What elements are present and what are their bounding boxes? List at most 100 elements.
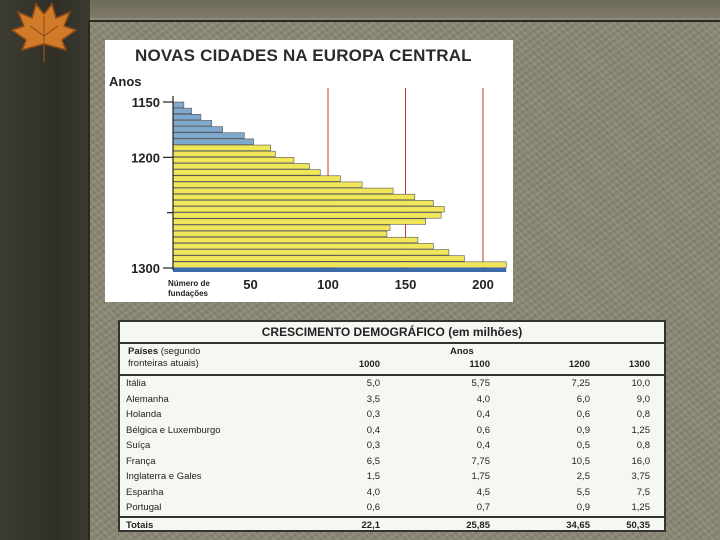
bar (172, 163, 310, 170)
population-value: 10,5 (571, 455, 591, 467)
chart-panel: 1150 1200 1300 Anos 50 100 150 200 Número de fund… (105, 40, 513, 302)
chart-title: NOVAS CIDADES NA EUROPA CENTRAL (135, 46, 472, 65)
y-tick-label: 1300 (131, 261, 160, 276)
bar (172, 120, 213, 127)
population-value: 2,5 (576, 471, 590, 482)
table-row: Holanda 0,3 0,4 0,6 0,8 (120, 407, 664, 423)
x-axis-label-line-2: fundações (168, 289, 209, 298)
population-value: 0,6 (576, 409, 590, 420)
population-value: 7,25 (571, 378, 591, 389)
table-title: CRESCIMENTO DEMOGRÁFICO (em milhões) (120, 322, 664, 344)
bar (172, 255, 465, 262)
y-tick-label: 1200 (131, 150, 160, 165)
bar (172, 101, 185, 108)
y-tick-label: 1150 (132, 95, 160, 110)
totals-row: Totais 22,1 25,85 34,65 50,35 (120, 515, 664, 533)
population-value: 5,75 (471, 378, 491, 389)
population-value: 0,9 (576, 502, 590, 513)
bar (172, 157, 295, 164)
country-name: Portugal (126, 502, 162, 513)
x-axis-label-line-1: Número de (168, 279, 210, 288)
population-value: 0,7 (476, 502, 490, 513)
population-value: 0,4 (476, 440, 490, 451)
bar (172, 126, 223, 133)
bar (172, 175, 341, 182)
table-row: Portugal 0,6 0,7 0,9 1,25 (120, 500, 664, 516)
bar (172, 150, 276, 158)
population-value: 7,75 (471, 455, 491, 467)
population-value: 4,5 (476, 486, 490, 498)
country-name: Espanha (126, 486, 164, 498)
total-value: 22,1 (361, 519, 381, 531)
country-name: Suíça (126, 440, 151, 451)
population-value: 10,0 (631, 378, 651, 389)
year-header: 1300 (628, 359, 650, 370)
population-value: 0,3 (366, 409, 380, 420)
table-row: Suíça 0,3 0,4 0,5 0,8 (120, 438, 664, 454)
country-note-1: (segundo (160, 346, 201, 357)
population-value: 0,3 (366, 440, 380, 451)
bar (172, 218, 426, 225)
population-value: 0,5 (576, 440, 590, 451)
year-header: 1100 (469, 359, 490, 370)
frame-line-top (88, 20, 720, 22)
country-label: Países (128, 346, 159, 357)
bar (172, 243, 434, 250)
population-value: 0,8 (636, 440, 650, 451)
bar (172, 181, 363, 188)
bar (172, 187, 394, 194)
table-row: Inglaterra e Gales 1,5 1,75 2,5 3,75 (120, 469, 664, 485)
country-name: França (126, 455, 156, 467)
bar (172, 169, 321, 176)
total-value: 25,85 (466, 519, 490, 531)
axis-baseline (173, 268, 507, 272)
population-value: 1,25 (631, 502, 651, 513)
population-value: 0,4 (476, 409, 490, 420)
population-value: 3,5 (366, 393, 380, 405)
country-name: Bélgica e Luxemburgo (126, 424, 221, 436)
population-value: 0,6 (366, 502, 380, 513)
totals-label: Totais (126, 519, 154, 531)
frame-line-left (88, 20, 90, 540)
slide-left-bar (0, 0, 90, 540)
bar (172, 236, 419, 244)
bar-chart: 1150 1200 1300 Anos 50 100 150 200 Número defund… (109, 74, 507, 298)
slide-top-border (0, 0, 720, 18)
country-name: Inglaterra e Gales (126, 471, 202, 482)
bar (172, 261, 507, 268)
country-column-header: Países (segundo fronteiras atuais) (128, 346, 258, 370)
year-header: 1000 (358, 359, 380, 370)
bar (172, 249, 450, 256)
table-row: Bélgica e Luxemburgo 0,4 0,6 0,9 1,25 (120, 423, 664, 439)
population-value: 5,0 (366, 378, 380, 389)
table-row: Alemanha 3,5 4,0 6,0 9,0 (120, 392, 664, 408)
population-value: 0,6 (476, 424, 490, 436)
population-value: 0,4 (366, 424, 380, 436)
population-value: 6,0 (576, 393, 590, 405)
population-value: 0,8 (636, 409, 650, 420)
total-value: 50,35 (626, 519, 650, 531)
bar (172, 113, 202, 121)
table-body: Itália 5,0 5,75 7,25 10,0 Alemanha 3,5 4,0 6,0 9,… (120, 376, 664, 516)
total-value: 34,65 (566, 519, 590, 531)
bar (172, 132, 245, 139)
table-row: Espanha 4,0 4,5 5,5 7,5 (120, 485, 664, 501)
population-value: 6,5 (366, 455, 380, 467)
table-row: França 6,5 7,75 10,5 16,0 (120, 454, 664, 470)
population-value: 4,0 (476, 393, 490, 405)
bar (172, 138, 254, 145)
bar (172, 212, 442, 219)
country-name: Alemanha (126, 393, 169, 405)
x-tick-label: 200 (472, 277, 494, 292)
x-tick-label: 100 (317, 277, 339, 292)
country-name: Itália (126, 378, 147, 389)
year-header: 1200 (568, 359, 590, 370)
x-tick-label: 50 (243, 277, 257, 292)
bar (172, 206, 445, 213)
population-value: 1,5 (366, 471, 380, 482)
country-name: Holanda (126, 409, 162, 420)
bar (172, 200, 434, 207)
country-note-2: fronteiras atuais) (128, 358, 199, 369)
population-value: 4,0 (366, 486, 380, 498)
bar (172, 193, 416, 201)
